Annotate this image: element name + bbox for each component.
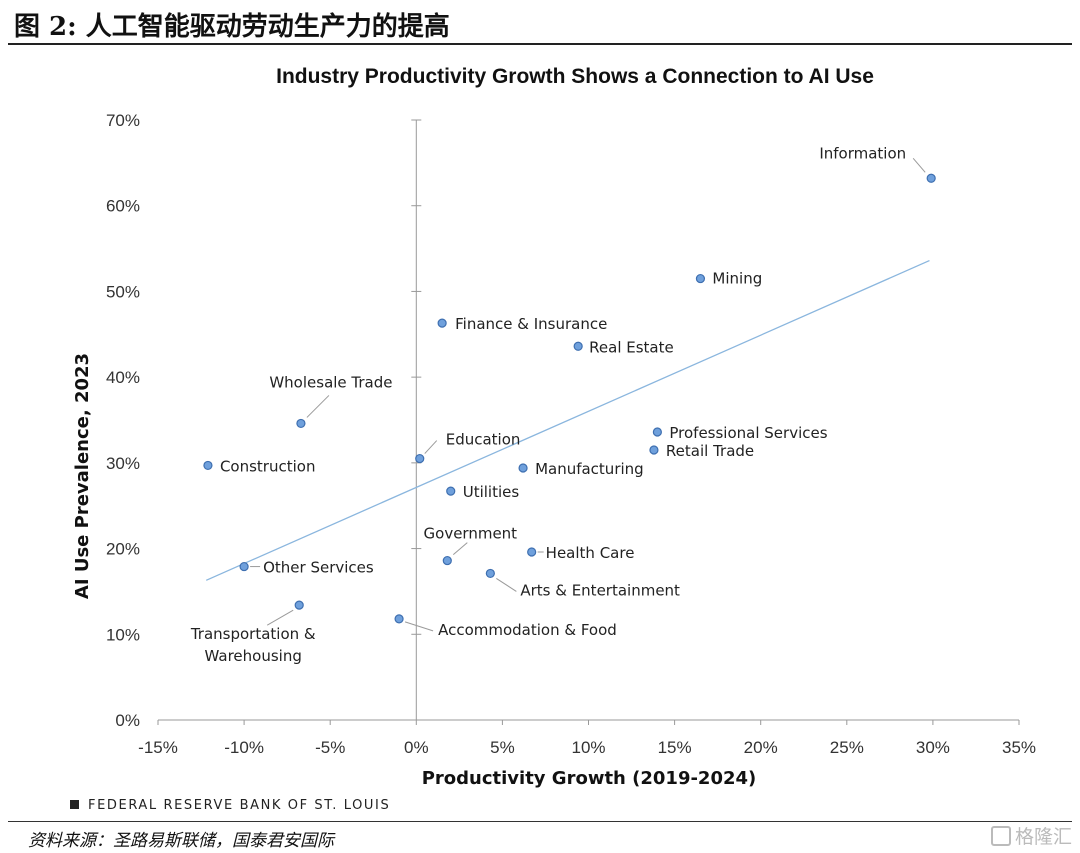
data-points: Information Mining Finance & Insurance Real… <box>190 144 936 665</box>
data-point-label: Real Estate <box>589 338 674 356</box>
data-point-label: Utilities <box>463 483 520 501</box>
data-point-label: Arts & Entertainment <box>520 581 680 599</box>
data-point-label: Construction <box>220 457 316 475</box>
axes: -15% -10% -5% 0% 5% 10% 15% 20% 25% 30% 35% 0% 10% 20… <box>106 111 1036 757</box>
x-tick-label: 25% <box>830 738 864 757</box>
watermark-label: 格隆汇 <box>1014 826 1072 848</box>
y-tick-label: 0% <box>115 711 140 730</box>
header-divider <box>8 43 1072 45</box>
y-tick-label: 30% <box>106 454 140 473</box>
leader-line <box>306 395 330 418</box>
y-tick-label: 60% <box>106 197 140 216</box>
data-point <box>518 463 528 473</box>
data-point-label: Health Care <box>546 544 635 562</box>
leader-line <box>424 440 438 454</box>
x-tick-label: -10% <box>224 738 264 757</box>
figure-title: 图 2: 人工智能驱动劳动生产力的提高 <box>14 12 450 42</box>
y-axis-title: AI Use Prevalence, 2023 <box>72 353 93 599</box>
data-point-label: Government <box>424 525 518 543</box>
data-point <box>527 547 537 557</box>
trend-line <box>205 259 930 581</box>
x-tick-label: 10% <box>571 738 605 757</box>
chart-title: Industry Productivity Growth Shows a Con… <box>276 65 874 88</box>
data-point-label: Retail Trade <box>666 442 754 460</box>
data-point <box>573 341 583 351</box>
y-tick-label: 10% <box>106 625 140 644</box>
data-point <box>446 486 456 496</box>
x-tick-label: 15% <box>658 738 692 757</box>
data-point <box>294 600 304 610</box>
leader-line <box>496 578 517 592</box>
data-point <box>926 173 936 183</box>
x-tick-label: 30% <box>916 738 950 757</box>
data-point <box>695 273 706 284</box>
y-tick-label: 50% <box>106 282 140 301</box>
x-tick-label: 35% <box>1002 738 1036 757</box>
leader-line <box>452 542 468 555</box>
data-point <box>415 453 425 464</box>
y-tick-label: 40% <box>106 368 140 387</box>
x-tick-label: -15% <box>138 738 178 757</box>
data-point <box>239 561 249 572</box>
data-point <box>437 318 447 328</box>
leader-line <box>266 609 294 626</box>
x-tick-label: -5% <box>315 738 345 757</box>
leader-line <box>912 157 926 173</box>
data-point-label: Transportation & Warehousing <box>190 625 316 665</box>
data-point-label: Mining <box>712 270 762 288</box>
data-point-label: Other Services <box>263 559 374 577</box>
data-point-label: Accommodation & Food <box>438 621 617 639</box>
x-tick-label: 20% <box>744 738 778 757</box>
y-tick-label: 70% <box>106 111 140 130</box>
data-point-label: Professional Services <box>669 424 827 442</box>
data-point-label: Finance & Insurance <box>455 315 607 333</box>
watermark-logo-icon <box>990 826 1011 846</box>
data-point <box>649 445 659 455</box>
x-tick-label: 5% <box>490 738 515 757</box>
data-point <box>203 460 213 471</box>
publisher-label: FEDERAL RESERVE BANK OF ST. LOUIS <box>88 798 391 813</box>
x-axis-title: Productivity Growth (2019-2024) <box>422 768 757 789</box>
data-point <box>485 568 495 579</box>
data-point-label: Education <box>446 431 521 449</box>
watermark: 格隆汇 <box>990 822 1072 849</box>
source-note: 资料来源：圣路易斯联储，国泰君安国际 <box>28 831 334 851</box>
data-point <box>394 614 404 624</box>
data-point <box>442 555 452 566</box>
publisher-credit: FEDERAL RESERVE BANK OF ST. LOUIS <box>70 798 390 813</box>
y-tick-label: 20% <box>106 540 140 559</box>
data-point <box>652 427 662 437</box>
figure-header: 图 2: 人工智能驱动劳动生产力的提高 <box>0 0 1080 45</box>
leader-line <box>404 621 434 632</box>
scatter-chart: Industry Productivity Growth Shows a Con… <box>72 65 1036 789</box>
data-point-label: Information <box>819 144 906 162</box>
x-tick-label: 0% <box>404 738 429 757</box>
data-point-label: Wholesale Trade <box>269 373 392 391</box>
footer-divider <box>8 821 1072 822</box>
data-point <box>296 418 306 429</box>
square-icon <box>70 800 79 809</box>
data-point-label: Manufacturing <box>535 460 644 478</box>
